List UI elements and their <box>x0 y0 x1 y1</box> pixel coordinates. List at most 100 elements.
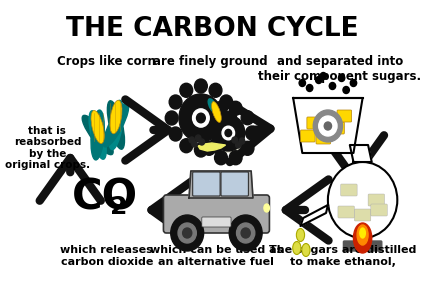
Circle shape <box>180 139 193 153</box>
Text: which can be used as
an alternative fuel: which can be used as an alternative fuel <box>150 245 283 267</box>
Circle shape <box>306 85 313 92</box>
Ellipse shape <box>208 99 217 113</box>
Ellipse shape <box>89 111 106 159</box>
Circle shape <box>229 101 242 115</box>
FancyBboxPatch shape <box>338 206 354 218</box>
Circle shape <box>194 79 207 93</box>
Circle shape <box>203 141 216 155</box>
Circle shape <box>313 110 343 142</box>
Ellipse shape <box>293 241 301 255</box>
Ellipse shape <box>103 103 129 147</box>
Polygon shape <box>350 145 372 162</box>
Circle shape <box>209 139 222 153</box>
Circle shape <box>189 137 194 143</box>
Circle shape <box>194 143 207 157</box>
Ellipse shape <box>360 228 365 238</box>
FancyBboxPatch shape <box>193 172 220 196</box>
Text: and separated into
their component sugars.: and separated into their component sugar… <box>258 55 421 83</box>
Ellipse shape <box>212 101 221 123</box>
Circle shape <box>241 228 250 238</box>
Circle shape <box>193 109 209 127</box>
Circle shape <box>229 215 262 251</box>
Circle shape <box>169 127 182 141</box>
FancyBboxPatch shape <box>221 172 248 196</box>
FancyBboxPatch shape <box>163 195 270 233</box>
Circle shape <box>203 111 216 125</box>
Circle shape <box>197 113 205 123</box>
Polygon shape <box>301 205 328 226</box>
Circle shape <box>235 142 241 148</box>
Ellipse shape <box>353 223 372 253</box>
Text: The sugars are distilled
to make ethanol,: The sugars are distilled to make ethanol… <box>269 245 416 267</box>
Circle shape <box>169 95 182 109</box>
Circle shape <box>232 137 238 143</box>
FancyBboxPatch shape <box>371 204 387 216</box>
Circle shape <box>320 72 327 80</box>
Circle shape <box>220 95 232 109</box>
Circle shape <box>192 141 197 147</box>
FancyBboxPatch shape <box>316 132 330 144</box>
Circle shape <box>324 122 331 130</box>
Text: that is
reabsorbed
by the
original crops.: that is reabsorbed by the original crops… <box>5 126 90 170</box>
Ellipse shape <box>264 204 270 212</box>
Circle shape <box>319 116 337 136</box>
FancyBboxPatch shape <box>301 130 315 142</box>
Circle shape <box>199 139 205 145</box>
Text: which releases
carbon dioxide: which releases carbon dioxide <box>60 245 153 267</box>
Text: CO: CO <box>72 177 138 219</box>
Circle shape <box>229 151 242 165</box>
FancyBboxPatch shape <box>354 209 371 221</box>
FancyBboxPatch shape <box>202 217 231 227</box>
Ellipse shape <box>82 115 113 155</box>
FancyBboxPatch shape <box>330 122 344 134</box>
Circle shape <box>171 215 203 251</box>
Circle shape <box>299 80 305 87</box>
Ellipse shape <box>357 225 368 245</box>
Circle shape <box>183 228 192 238</box>
Circle shape <box>343 87 349 94</box>
Polygon shape <box>189 142 244 153</box>
Circle shape <box>198 126 211 140</box>
Text: are finely ground: are finely ground <box>153 55 267 68</box>
Circle shape <box>241 111 254 125</box>
Circle shape <box>241 141 254 155</box>
Circle shape <box>329 83 336 90</box>
FancyBboxPatch shape <box>337 110 352 122</box>
FancyBboxPatch shape <box>343 241 382 251</box>
Ellipse shape <box>91 110 105 160</box>
Circle shape <box>315 76 322 83</box>
Circle shape <box>195 135 201 141</box>
Circle shape <box>212 115 245 151</box>
Ellipse shape <box>302 244 310 257</box>
FancyBboxPatch shape <box>341 184 357 196</box>
Circle shape <box>350 80 357 87</box>
Circle shape <box>215 151 227 165</box>
Circle shape <box>338 74 345 81</box>
Circle shape <box>178 223 196 243</box>
Circle shape <box>180 83 193 97</box>
Circle shape <box>222 126 235 140</box>
Text: 2: 2 <box>111 195 128 219</box>
Ellipse shape <box>110 100 122 134</box>
Ellipse shape <box>108 100 124 150</box>
Circle shape <box>328 162 397 238</box>
FancyBboxPatch shape <box>368 194 384 206</box>
Circle shape <box>246 126 258 140</box>
Circle shape <box>209 83 222 97</box>
Circle shape <box>179 94 223 142</box>
Circle shape <box>224 111 237 125</box>
Ellipse shape <box>108 101 124 149</box>
Text: THE CARBON CYCLE: THE CARBON CYCLE <box>67 16 359 42</box>
Circle shape <box>225 129 232 137</box>
Ellipse shape <box>91 110 104 144</box>
Circle shape <box>237 223 255 243</box>
Ellipse shape <box>296 228 305 241</box>
Polygon shape <box>198 143 226 151</box>
Polygon shape <box>293 98 362 153</box>
Polygon shape <box>189 171 253 198</box>
Circle shape <box>220 127 232 141</box>
Circle shape <box>215 101 227 115</box>
Circle shape <box>165 111 178 125</box>
Circle shape <box>239 138 245 144</box>
Text: Crops like corn: Crops like corn <box>57 55 156 68</box>
